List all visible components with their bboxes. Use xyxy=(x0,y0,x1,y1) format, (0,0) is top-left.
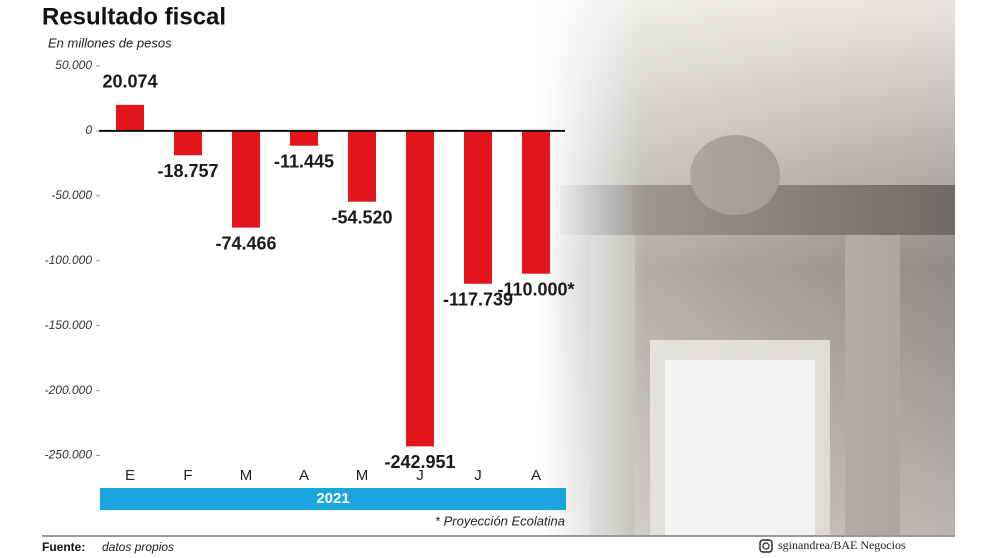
instagram-icon xyxy=(759,539,773,553)
x-tick-label: M xyxy=(356,467,369,484)
bar xyxy=(406,130,434,447)
x-tick-label: A xyxy=(531,467,541,484)
x-tick-label: A xyxy=(299,467,309,484)
source-label: Fuente: xyxy=(42,540,85,554)
year-band xyxy=(100,488,566,510)
value-label: -18.757 xyxy=(157,161,218,181)
bar xyxy=(348,130,376,202)
value-label: -74.466 xyxy=(215,233,276,253)
y-tick-label: -100.000 xyxy=(45,253,93,267)
value-label: -54.520 xyxy=(331,207,392,227)
bar xyxy=(174,130,202,156)
x-tick-label: F xyxy=(183,467,192,484)
value-label: -242.951 xyxy=(384,452,455,472)
x-tick-label: J xyxy=(416,467,424,484)
value-label: -11.445 xyxy=(274,152,334,172)
bar xyxy=(464,130,492,284)
bar xyxy=(290,130,318,146)
instagram-icon-lens xyxy=(762,542,770,550)
y-tick-label: -50.000 xyxy=(51,188,92,202)
x-tick-label: E xyxy=(125,467,135,484)
note: * Proyección Ecolatina xyxy=(435,513,565,528)
x-tick-label: J xyxy=(474,467,482,484)
background-photo xyxy=(540,0,955,535)
credit: sginandrea/BAE Negocios xyxy=(778,538,906,552)
value-label: -110.000* xyxy=(497,279,574,299)
y-tick-label: -200.000 xyxy=(45,383,93,397)
bar xyxy=(232,130,260,228)
y-tick-label: 0 xyxy=(85,123,92,137)
bar xyxy=(522,130,550,274)
year-label: 2021 xyxy=(316,490,349,507)
chart-subtitle: En millones de pesos xyxy=(48,35,172,50)
y-tick-label: -150.000 xyxy=(45,318,93,332)
value-label: -117.739 xyxy=(443,290,513,310)
x-tick-label: M xyxy=(240,467,253,484)
bar xyxy=(116,104,144,131)
y-tick-label: 50.000 xyxy=(55,58,92,72)
source: datos propios xyxy=(102,540,174,554)
y-tick-label: -250.000 xyxy=(45,448,93,462)
value-label: 20.074 xyxy=(102,72,157,92)
chart-title: Resultado fiscal xyxy=(42,3,226,30)
